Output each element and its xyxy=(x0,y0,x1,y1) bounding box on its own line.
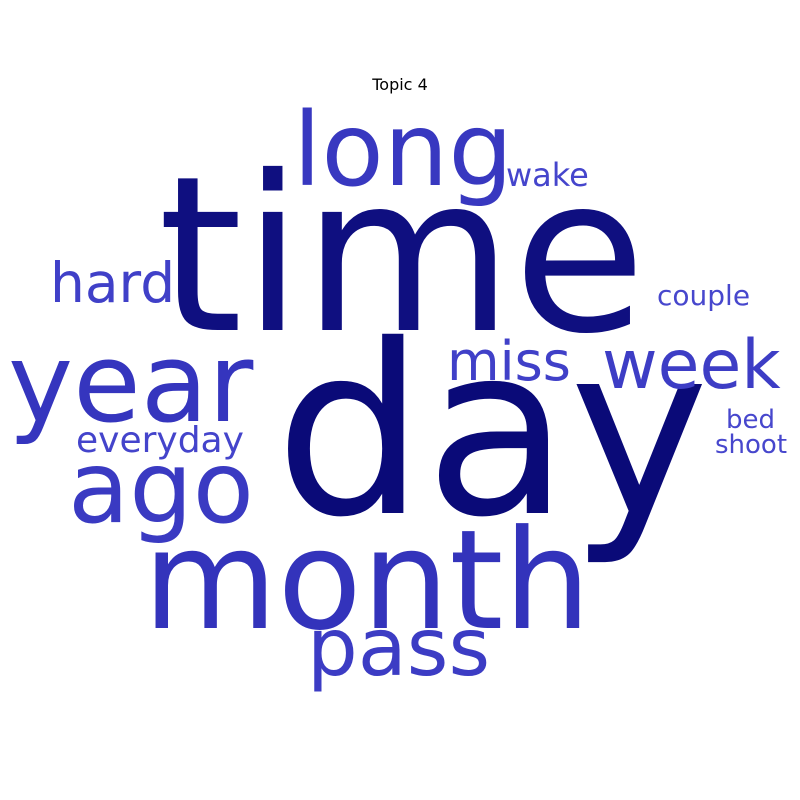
word-day: day xyxy=(275,294,710,569)
word-ago: ago xyxy=(68,429,254,546)
word-wake: wake xyxy=(506,156,589,194)
word-miss: miss xyxy=(447,330,571,393)
figure-title: Topic 4 xyxy=(372,75,428,94)
word-hard: hard xyxy=(50,251,176,315)
word-bed: bed xyxy=(726,405,776,435)
word-shoot: shoot xyxy=(715,430,788,460)
word-long: long xyxy=(293,91,514,210)
word-time: time xyxy=(158,130,647,381)
word-year: year xyxy=(8,319,254,447)
word-couple: couple xyxy=(657,279,751,312)
word-everyday: everyday xyxy=(76,420,244,461)
word-month: month xyxy=(143,500,591,661)
word-week: week xyxy=(602,326,781,405)
word-pass: pass xyxy=(307,601,491,694)
